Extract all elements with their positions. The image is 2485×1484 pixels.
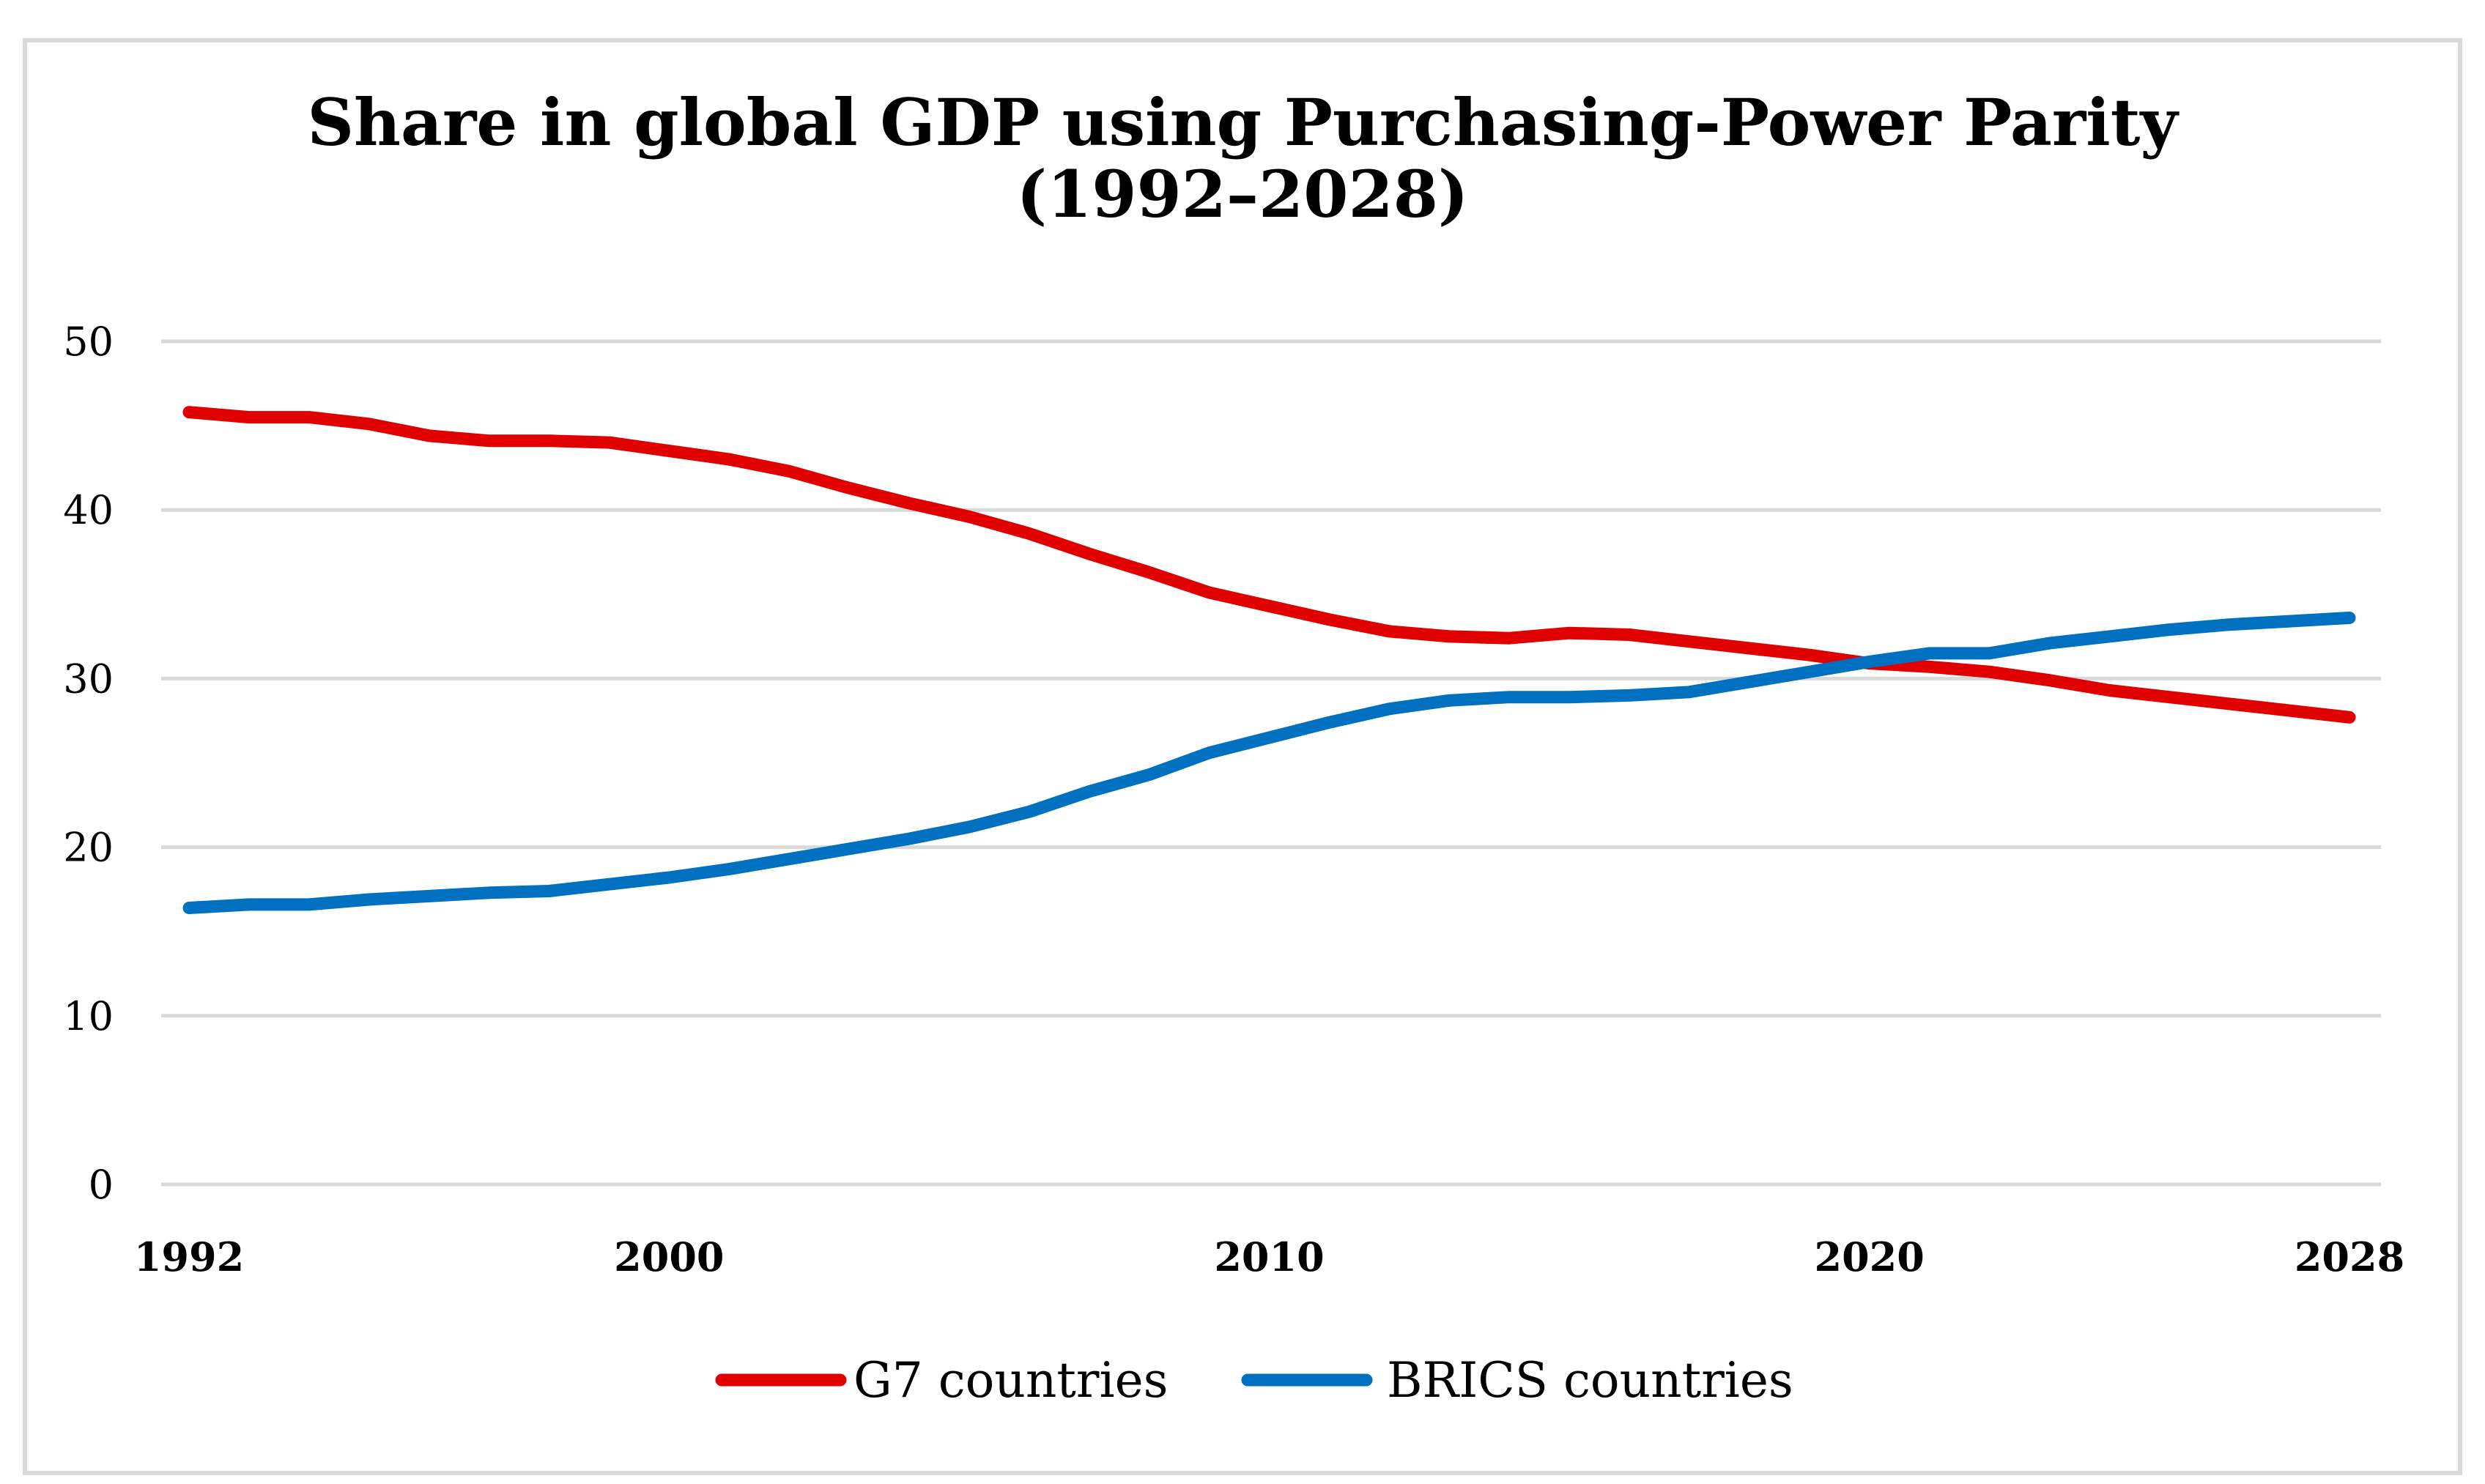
x-tick-label-2028: 2028 (2295, 1233, 2404, 1280)
legend[interactable]: G7 countries BRICS countries (715, 1352, 1793, 1409)
y-axis-ticks: 0 10 20 30 40 50 (63, 319, 114, 1208)
chart-title: Share in global GDP using Purchasing-Pow… (307, 84, 2178, 160)
y-tick-label-0: 0 (89, 1162, 114, 1208)
legend-label-brics: BRICS countries (1387, 1352, 1793, 1409)
x-tick-label-2010: 2010 (1214, 1233, 1324, 1280)
series-line-g7 (182, 406, 2356, 724)
series-lines (182, 406, 2356, 914)
y-tick-label-30: 30 (63, 656, 114, 702)
chart-subtitle: (1992–2028) (1016, 156, 1469, 232)
chart-title-block: Share in global GDP using Purchasing-Pow… (0, 86, 2485, 230)
chart-frame (23, 38, 2462, 1475)
x-axis-ticks: 1992 2000 2010 2020 2028 (134, 1233, 2404, 1280)
x-tick-label-2000: 2000 (614, 1233, 724, 1280)
series-line-brics (182, 612, 2356, 914)
x-tick-label-2020: 2020 (1815, 1233, 1925, 1280)
x-tick-label-1992: 1992 (134, 1233, 244, 1280)
y-tick-label-40: 40 (63, 487, 114, 533)
y-tick-label-50: 50 (63, 319, 114, 365)
legend-item-brics[interactable]: BRICS countries (1241, 1352, 1793, 1409)
legend-label-g7: G7 countries (853, 1352, 1169, 1409)
y-tick-label-20: 20 (63, 825, 114, 871)
y-tick-label-10: 10 (63, 993, 114, 1039)
legend-item-g7[interactable]: G7 countries (715, 1352, 1169, 1409)
